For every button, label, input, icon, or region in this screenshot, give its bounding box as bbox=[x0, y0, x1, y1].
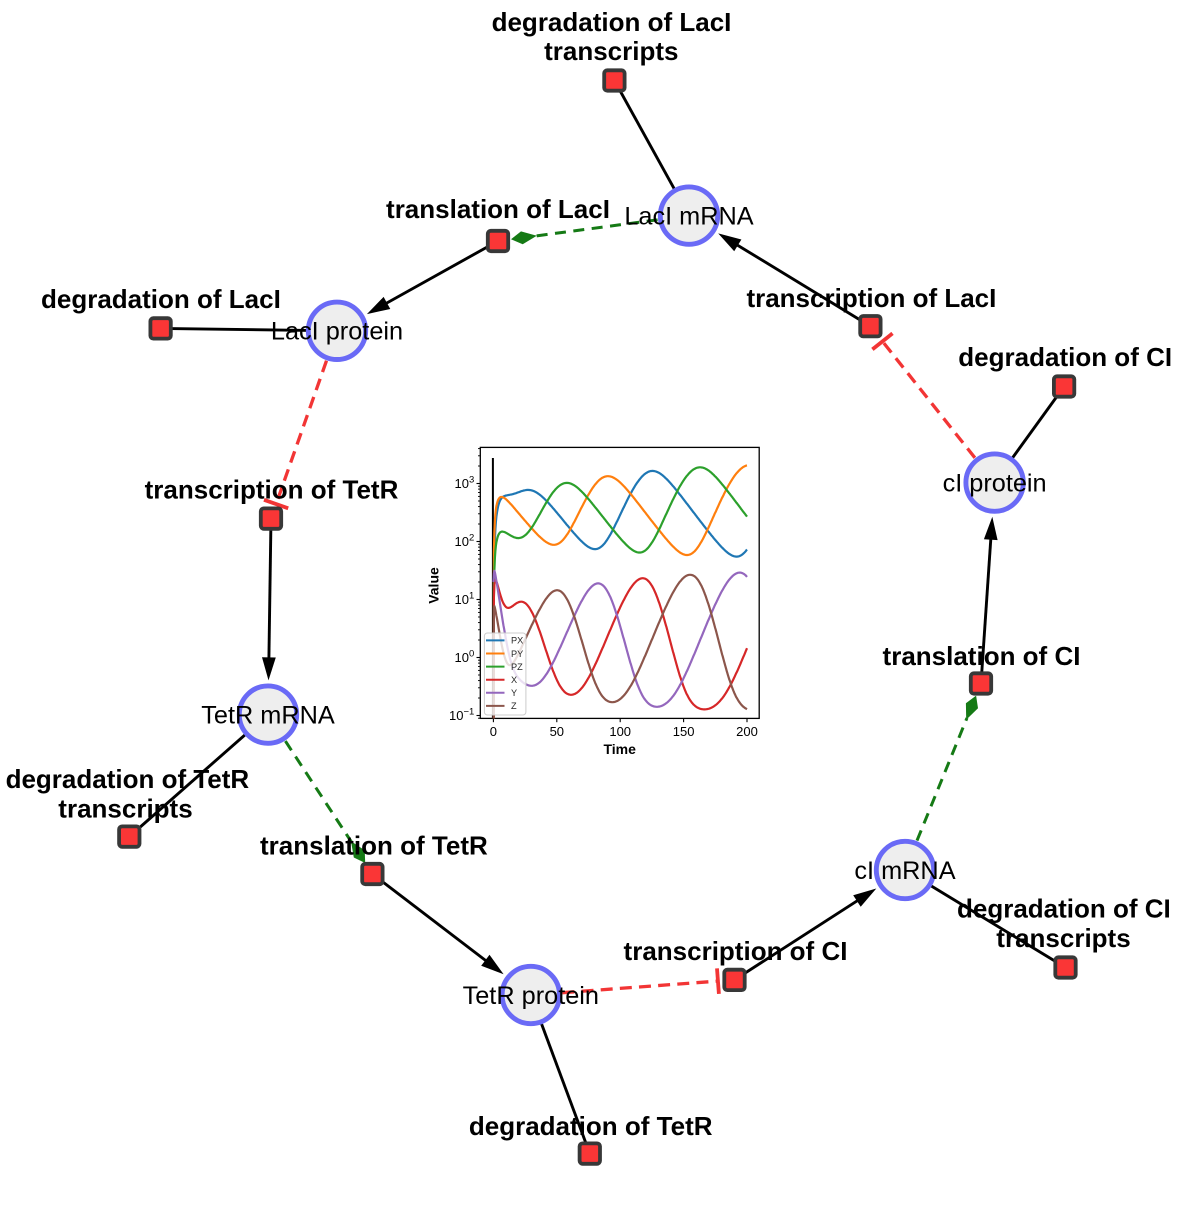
svg-text:degradation of LacI: degradation of LacI bbox=[492, 7, 732, 37]
svg-text:Value: Value bbox=[426, 567, 442, 604]
svg-text:translation of LacI: translation of LacI bbox=[386, 194, 610, 224]
svg-text:Time: Time bbox=[603, 741, 636, 757]
svg-text:cI protein: cI protein bbox=[943, 469, 1047, 497]
svg-text:X: X bbox=[511, 675, 517, 685]
svg-text:translation of TetR: translation of TetR bbox=[260, 830, 488, 860]
svg-text:degradation of TetR: degradation of TetR bbox=[469, 1111, 713, 1141]
svg-text:LacI protein: LacI protein bbox=[271, 318, 403, 346]
svg-text:101: 101 bbox=[455, 590, 475, 607]
svg-text:transcripts: transcripts bbox=[996, 923, 1130, 953]
svg-text:PX: PX bbox=[511, 636, 523, 646]
svg-text:transcripts: transcripts bbox=[544, 36, 678, 66]
svg-text:transcription of LacI: transcription of LacI bbox=[746, 283, 996, 313]
svg-text:0: 0 bbox=[490, 724, 497, 739]
svg-text:100: 100 bbox=[609, 724, 631, 739]
svg-text:Y: Y bbox=[511, 688, 517, 698]
svg-text:102: 102 bbox=[455, 532, 475, 549]
svg-text:100: 100 bbox=[455, 648, 475, 665]
svg-text:cI mRNA: cI mRNA bbox=[854, 857, 955, 885]
svg-text:degradation of TetR: degradation of TetR bbox=[6, 764, 250, 794]
svg-text:PY: PY bbox=[511, 649, 523, 659]
svg-text:TetR mRNA: TetR mRNA bbox=[201, 701, 335, 729]
svg-text:translation of CI: translation of CI bbox=[883, 641, 1081, 671]
svg-text:degradation of LacI: degradation of LacI bbox=[41, 284, 281, 314]
svg-text:200: 200 bbox=[736, 724, 758, 739]
svg-text:transcripts: transcripts bbox=[58, 793, 192, 823]
svg-text:10−1: 10−1 bbox=[449, 706, 474, 723]
svg-text:103: 103 bbox=[455, 474, 475, 491]
svg-text:transcription of TetR: transcription of TetR bbox=[145, 475, 399, 505]
svg-text:TetR protein: TetR protein bbox=[463, 982, 599, 1010]
svg-text:LacI mRNA: LacI mRNA bbox=[624, 202, 753, 230]
svg-text:transcription of CI: transcription of CI bbox=[624, 936, 848, 966]
svg-text:PZ: PZ bbox=[511, 662, 523, 672]
svg-text:Z: Z bbox=[511, 701, 517, 711]
svg-text:degradation of CI: degradation of CI bbox=[958, 342, 1172, 372]
svg-text:50: 50 bbox=[550, 724, 564, 739]
svg-text:150: 150 bbox=[673, 724, 695, 739]
svg-text:degradation of CI: degradation of CI bbox=[957, 894, 1171, 924]
